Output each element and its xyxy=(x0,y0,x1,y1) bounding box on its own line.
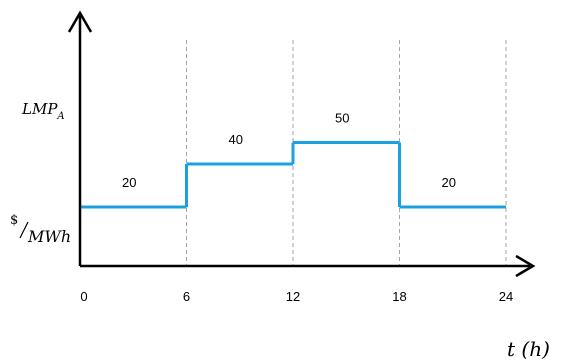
vertical-gridlines xyxy=(186,40,507,266)
segment-value-label: 20 xyxy=(122,175,136,190)
segment-value-label: 20 xyxy=(442,175,456,190)
y-axis-unit-numerator: $ xyxy=(10,213,18,228)
x-tick-label: 0 xyxy=(80,289,87,304)
y-axis-unit-slash xyxy=(19,221,29,239)
segment-value-label: 40 xyxy=(229,132,243,147)
y-axis-arrowhead xyxy=(67,10,93,33)
y-axis-label-lmp-subscript: A xyxy=(56,111,64,122)
y-axis-unit-denominator: MWh xyxy=(27,227,71,246)
x-axis-label: t (h) xyxy=(507,337,550,361)
x-tick-label: 12 xyxy=(286,289,300,304)
price-step-line xyxy=(80,141,506,209)
x-tick-label: 24 xyxy=(499,289,513,304)
x-tick-label: 6 xyxy=(183,289,190,304)
y-axis-label-lmp: LMPA xyxy=(21,100,65,122)
x-axis-label-text: t (h) xyxy=(507,337,550,361)
axes xyxy=(67,10,536,278)
y-axis-label-lmp-main: LMP xyxy=(21,100,58,118)
x-axis-arrowhead xyxy=(515,254,536,278)
x-tick-label: 18 xyxy=(392,289,406,304)
labels: LMPA $ MWh t (h) 0 6 12 18 24 20 40 50 20 xyxy=(10,100,550,361)
segment-value-label: 50 xyxy=(335,111,349,126)
